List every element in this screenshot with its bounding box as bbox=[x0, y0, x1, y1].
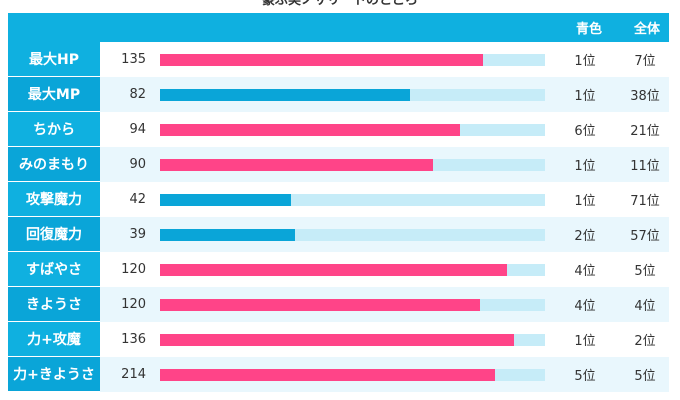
stat-label: 最大HP bbox=[8, 42, 100, 77]
stat-bar-fill bbox=[160, 263, 507, 276]
stat-bar-track bbox=[160, 298, 545, 311]
stat-bar-track bbox=[160, 193, 545, 206]
rank-blue: 1位 bbox=[574, 159, 596, 174]
table-row: 最大HP 135 1位 7位 bbox=[8, 42, 669, 77]
stat-bar-fill bbox=[160, 123, 461, 136]
rank-blue: 2位 bbox=[574, 229, 596, 244]
rank-blue: 1位 bbox=[574, 334, 596, 349]
table-body: 最大HP 135 1位 7位最大MP 82 1位 38位ちから 94 6位 21位みのまもり 90 1… bbox=[8, 42, 669, 392]
stat-bar-fill bbox=[160, 88, 411, 101]
stat-bar-track bbox=[160, 158, 545, 171]
stat-label: 力+きようさ bbox=[8, 357, 100, 392]
table-row: きようさ 120 4位 4位 bbox=[8, 287, 669, 322]
rank-all: 5位 bbox=[634, 264, 656, 279]
stat-bar-fill bbox=[160, 193, 291, 206]
rank-blue: 1位 bbox=[574, 89, 596, 104]
title-text: 豪ぷ実ノサリートのところ bbox=[261, 0, 418, 8]
stat-label: 攻撃魔力 bbox=[8, 182, 100, 217]
stat-label: ちから bbox=[8, 112, 100, 147]
stat-bar-fill bbox=[160, 158, 434, 171]
stat-bar-fill bbox=[160, 298, 480, 311]
table-row: みのまもり 90 1位 11位 bbox=[8, 147, 669, 182]
stat-bar-track bbox=[160, 123, 545, 136]
table-row: すばやさ 120 4位 5位 bbox=[8, 252, 669, 287]
stat-value: 42 bbox=[129, 192, 146, 207]
stat-label: すばやさ bbox=[8, 252, 100, 287]
stat-value: 39 bbox=[129, 227, 146, 242]
stat-bar-track bbox=[160, 53, 545, 66]
stat-bar-fill bbox=[160, 333, 515, 346]
stat-label: 力+攻魔 bbox=[8, 322, 100, 357]
rank-blue: 6位 bbox=[574, 124, 596, 139]
stat-label: 最大MP bbox=[8, 77, 100, 112]
rank-all: 4位 bbox=[634, 299, 656, 314]
stat-value: 82 bbox=[129, 87, 146, 102]
rank-blue: 5位 bbox=[574, 369, 596, 384]
stat-value: 135 bbox=[121, 52, 146, 67]
stat-value: 214 bbox=[121, 367, 146, 382]
stat-bar-fill bbox=[160, 228, 295, 241]
table-row: ちから 94 6位 21位 bbox=[8, 112, 669, 147]
stat-bar-fill bbox=[160, 368, 495, 381]
table-row: 力+攻魔 136 1位 2位 bbox=[8, 322, 669, 357]
rank-blue: 1位 bbox=[574, 194, 596, 209]
stat-bar-track bbox=[160, 88, 545, 101]
rank-blue: 4位 bbox=[574, 264, 596, 279]
stat-value: 120 bbox=[121, 262, 146, 277]
table-row: 最大MP 82 1位 38位 bbox=[8, 77, 669, 112]
rank-all: 7位 bbox=[634, 54, 656, 69]
stat-value: 136 bbox=[121, 332, 146, 347]
rank-blue: 1位 bbox=[574, 54, 596, 69]
rank-all: 5位 bbox=[634, 369, 656, 384]
stat-bar-fill bbox=[160, 53, 484, 66]
rank-all: 21位 bbox=[630, 124, 660, 139]
stat-value: 94 bbox=[129, 122, 146, 137]
stat-label: みのまもり bbox=[8, 147, 100, 182]
stat-bar-track bbox=[160, 368, 545, 381]
stats-table: 青色 全体 最大HP 135 1位 7位最大MP 82 1位 38位ちから 94 6位 21位みの… bbox=[8, 13, 669, 392]
rank-all: 2位 bbox=[634, 334, 656, 349]
rank-all: 11位 bbox=[630, 159, 660, 174]
rank-all: 38位 bbox=[630, 89, 660, 104]
rank-all: 71位 bbox=[630, 194, 660, 209]
page-title: 豪ぷ実ノサリートのところ bbox=[0, 0, 680, 12]
stat-bar-track bbox=[160, 333, 545, 346]
stat-bar-track bbox=[160, 263, 545, 276]
table-row: 回復魔力 39 2位 57位 bbox=[8, 217, 669, 252]
rank-blue: 4位 bbox=[574, 299, 596, 314]
table-row: 力+きようさ 214 5位 5位 bbox=[8, 357, 669, 392]
header-all-rank: 全体 bbox=[633, 22, 660, 37]
rank-all: 57位 bbox=[630, 229, 660, 244]
header-blue-rank: 青色 bbox=[575, 22, 602, 37]
stat-value: 120 bbox=[121, 297, 146, 312]
stat-bar-track bbox=[160, 228, 545, 241]
stat-label: 回復魔力 bbox=[8, 217, 100, 252]
table-header: 青色 全体 bbox=[8, 13, 669, 42]
stat-value: 90 bbox=[129, 157, 146, 172]
stat-label: きようさ bbox=[8, 287, 100, 322]
table-row: 攻撃魔力 42 1位 71位 bbox=[8, 182, 669, 217]
